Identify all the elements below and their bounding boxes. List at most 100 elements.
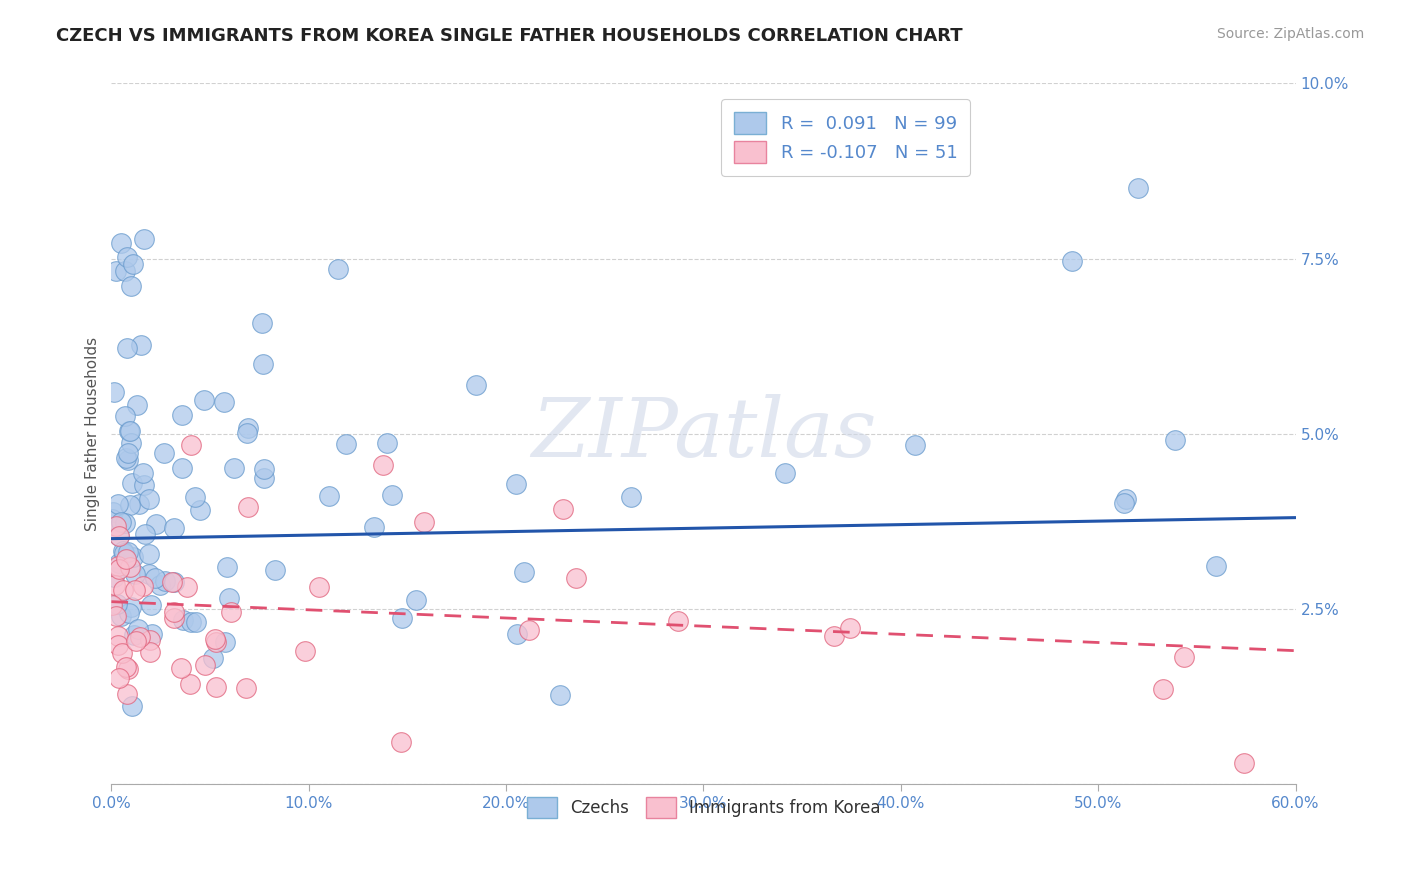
Point — [149, 578, 172, 592]
Point — [193, 393, 215, 408]
Point — [141, 598, 163, 612]
Point — [294, 644, 316, 658]
Point — [620, 490, 643, 504]
Point — [108, 561, 131, 575]
Point — [163, 605, 186, 619]
Point — [115, 250, 138, 264]
Point — [129, 337, 152, 351]
Point — [1205, 558, 1227, 573]
Point — [1115, 491, 1137, 506]
Point — [107, 559, 129, 574]
Point — [838, 621, 860, 635]
Point — [505, 477, 527, 491]
Point — [117, 453, 139, 467]
Point — [110, 515, 132, 529]
Point — [252, 357, 274, 371]
Point — [107, 638, 129, 652]
Point — [108, 529, 131, 543]
Point — [138, 566, 160, 581]
Point — [506, 627, 529, 641]
Point — [120, 599, 142, 614]
Point — [163, 574, 186, 589]
Point — [118, 424, 141, 438]
Point — [107, 629, 129, 643]
Point — [108, 529, 131, 543]
Point — [253, 471, 276, 485]
Point — [114, 409, 136, 424]
Point — [111, 544, 134, 558]
Point — [118, 424, 141, 438]
Point — [375, 436, 398, 450]
Point — [124, 567, 146, 582]
Point — [371, 458, 394, 472]
Point — [124, 628, 146, 642]
Point — [134, 478, 156, 492]
Point — [318, 489, 340, 503]
Point — [666, 614, 689, 628]
Point — [184, 490, 207, 504]
Point — [179, 677, 201, 691]
Point — [107, 497, 129, 511]
Point — [105, 609, 128, 624]
Point — [132, 467, 155, 481]
Point — [104, 519, 127, 533]
Point — [114, 516, 136, 530]
Point — [132, 232, 155, 246]
Point — [138, 547, 160, 561]
Point — [120, 498, 142, 512]
Point — [118, 606, 141, 620]
Point — [115, 660, 138, 674]
Point — [1126, 181, 1149, 195]
Point — [222, 461, 245, 475]
Text: Source: ZipAtlas.com: Source: ZipAtlas.com — [1216, 27, 1364, 41]
Point — [128, 630, 150, 644]
Point — [194, 658, 217, 673]
Point — [202, 650, 225, 665]
Point — [236, 426, 259, 441]
Point — [188, 503, 211, 517]
Point — [112, 546, 135, 560]
Point — [904, 438, 927, 452]
Point — [180, 615, 202, 630]
Point — [101, 598, 124, 612]
Point — [143, 570, 166, 584]
Point — [186, 615, 208, 629]
Point — [138, 491, 160, 506]
Point — [172, 408, 194, 422]
Point — [134, 526, 156, 541]
Point — [513, 566, 536, 580]
Point — [121, 475, 143, 490]
Point — [363, 520, 385, 534]
Point — [115, 687, 138, 701]
Point — [308, 580, 330, 594]
Point — [132, 579, 155, 593]
Point — [112, 582, 135, 597]
Point — [238, 500, 260, 515]
Y-axis label: Single Father Households: Single Father Households — [86, 336, 100, 531]
Point — [128, 498, 150, 512]
Point — [104, 578, 127, 592]
Point — [114, 450, 136, 465]
Point — [117, 341, 139, 355]
Point — [250, 316, 273, 330]
Point — [823, 629, 845, 643]
Point — [125, 398, 148, 412]
Point — [517, 624, 540, 638]
Point — [103, 505, 125, 519]
Point — [120, 279, 142, 293]
Point — [1152, 682, 1174, 697]
Point — [127, 622, 149, 636]
Point — [122, 257, 145, 271]
Point — [204, 680, 226, 694]
Point — [219, 605, 242, 619]
Point — [218, 591, 240, 605]
Point — [389, 735, 412, 749]
Point — [328, 262, 350, 277]
Point — [139, 632, 162, 647]
Point — [118, 559, 141, 574]
Point — [214, 395, 236, 409]
Point — [122, 549, 145, 564]
Point — [107, 556, 129, 570]
Point — [111, 646, 134, 660]
Point — [101, 512, 124, 526]
